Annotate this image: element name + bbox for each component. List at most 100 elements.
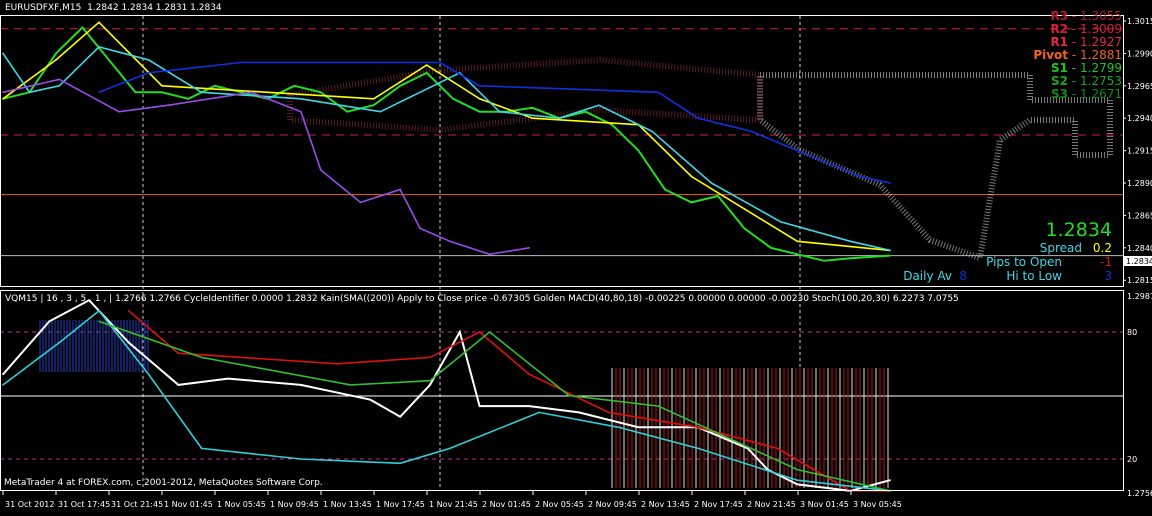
y-tick-label: 1.2940 [1127,114,1152,123]
price-data-point [98,91,100,94]
price-data-point [98,46,100,48]
indicator-data-point [336,362,339,365]
pivot-value: 1.3055 [1080,9,1122,23]
price-data-point [478,97,481,100]
pivot-label: R3 [1050,9,1069,23]
pivot-pivot: Pivot - 1.2881 [1033,48,1122,62]
price-data-point [58,85,61,87]
price-data-point [664,188,666,191]
indicator-data-point [200,356,203,359]
pips-to-open-label: Pips to Open [986,255,1062,269]
indicator-data-point [697,426,699,429]
x-tick-label: 2 Nov 13:45 [641,500,690,509]
x-tick-label: 31 Oct 2012 [5,500,54,509]
x-tick-label: 1 Nov 13:45 [323,500,372,509]
price-data-point [478,110,481,113]
price-data-point [849,257,852,259]
price-data-point [498,110,501,113]
price-data-point [134,91,137,94]
price-data-point [889,249,891,252]
price-data-point [528,247,531,249]
indicator-data-point [528,373,531,376]
price-data-point [161,91,163,94]
spread-label: Spread [1039,241,1082,255]
daily-avg-value: 8 [959,269,967,283]
price-data-point [187,97,190,100]
price-data-point [399,188,402,191]
pivot-label: Pivot [1033,48,1069,62]
x-tick-label: 2 Nov 01:45 [482,500,531,509]
ichimoku-cloud [757,72,1113,263]
pivot-value: 1.3009 [1080,22,1122,36]
x-tick-label: 1 Nov 17:45 [376,500,425,509]
indicator-data-point [48,320,51,323]
indicator-data-point [2,384,4,386]
indicator-data-point [488,331,491,333]
x-tick-label: 3 Nov 05:45 [853,500,902,509]
price-data-point [750,130,752,132]
y-tick-label: 1.2990 [1127,49,1152,58]
price-data-point [743,227,746,230]
indicator-data-point [98,310,100,312]
x-tick-label: 3 Nov 01:45 [800,500,849,509]
pivot-label: R1 [1050,35,1069,49]
price-data-point [147,59,150,61]
price-data-point [399,85,402,87]
ichimoku-cloud-red [287,56,763,134]
price-data-point [690,201,693,204]
y-tick-label: 1.2865 [1127,211,1152,220]
price-data-point [889,254,891,257]
price-data-point [780,221,782,223]
price-data-point [2,91,4,94]
indicator-data-point [607,411,610,414]
indicator-data-point [98,320,100,323]
indicator-data-point [429,384,431,386]
indicator-data-point [349,384,352,386]
price-data-point [359,201,362,204]
y-tick-label: 1.2840 [1127,244,1152,253]
indicator-data-point [429,356,431,359]
price-data-point [161,85,163,87]
price-data-point [425,72,428,74]
chart-header: EURUSDFXF,M15 1.2842 1.2834 1.2831 1.283… [5,3,222,14]
x-tick-label: 2 Nov 17:45 [694,500,743,509]
pivot-label: R2 [1050,22,1069,36]
price-data-point [108,59,110,61]
x-tick-label: 31 Oct 17:45 [58,500,110,509]
price-data-point [598,104,600,107]
price-data-point [419,227,421,230]
indicator-data-point [429,379,431,382]
price-data-point [478,85,481,87]
indicator-data-point [697,447,699,450]
indicator-data-point [300,384,302,386]
price-data-point [250,91,253,94]
indicator-data-point [399,415,402,418]
pivot-value: 1.2881 [1080,48,1122,62]
price-data-point [2,97,4,100]
indicator-data-point [796,483,799,486]
pivot-r2: R2 - 1.3009 [1050,22,1122,36]
indicator-data-point [369,398,372,401]
pivot-label: S2 [1051,74,1069,88]
price-data-point [98,21,100,24]
pivot-r3: R3 - 1.3055 [1050,9,1122,23]
pivot-value: 1.2671 [1080,87,1122,101]
x-tick-label: 1 Nov 09:45 [270,500,319,509]
price-data-point [372,104,375,107]
sub-y-tick-label: 80 [1127,328,1137,337]
price-data-point [293,85,296,87]
sub-y-tick-label: 1.2987 [1127,292,1152,301]
sub-y-tick-label: 20 [1127,455,1137,464]
price-data-point [697,117,699,119]
indicator-data-point [449,447,451,450]
price-data-point [55,59,57,61]
price-series-line [2,26,891,262]
pivot-value: 1.2799 [1080,61,1122,75]
price-data-point [657,91,660,94]
pivot-r1: R1 - 1.2927 [1050,35,1122,49]
pivot-s1: S1 - 1.2799 [1051,61,1122,75]
indicator-data-point [617,426,620,429]
indicator-data-point [88,299,90,302]
price-data-point [214,85,216,87]
